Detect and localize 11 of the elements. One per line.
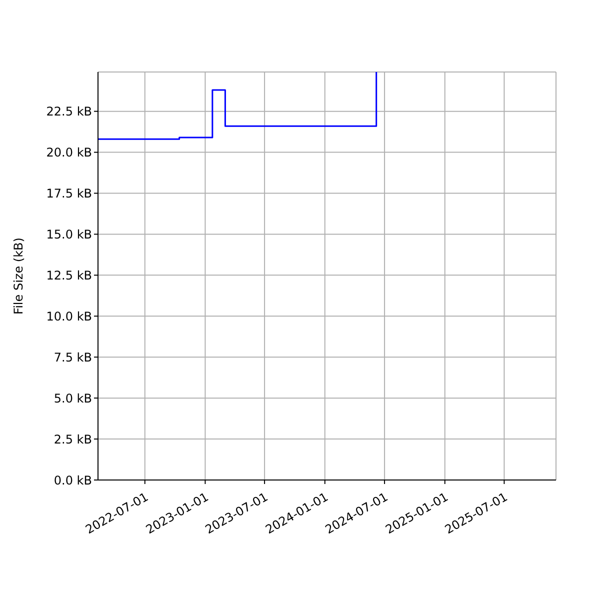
y-tick-label: 17.5 kB <box>46 186 92 201</box>
y-tick-label: 5.0 kB <box>54 391 92 406</box>
y-tick-label: 7.5 kB <box>54 350 92 364</box>
y-tick-label: 15.0 kB <box>46 227 92 242</box>
y-tick-label: 12.5 kB <box>46 268 92 282</box>
y-axis-title: File Size (kB) <box>11 238 26 314</box>
y-tick-label: 10.0 kB <box>46 309 92 324</box>
y-tick-label: 22.5 kB <box>46 104 92 119</box>
y-tick-label: 2.5 kB <box>54 432 92 446</box>
y-tick-label: 20.0 kB <box>46 146 92 160</box>
y-tick-label: 0.0 kB <box>54 473 92 488</box>
